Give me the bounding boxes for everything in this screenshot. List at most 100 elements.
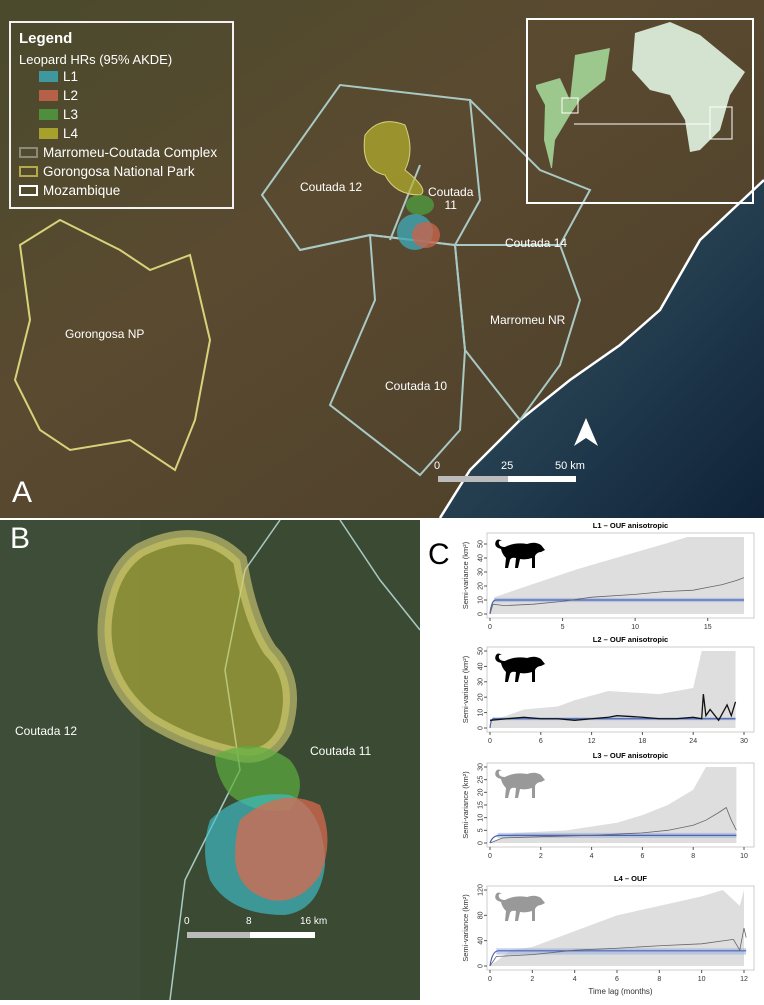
ocean <box>440 180 764 518</box>
confidence-area <box>490 890 744 966</box>
x-tick-label: 12 <box>740 976 748 983</box>
y-tick-label: 40 <box>478 937 485 945</box>
scale-tick: 50 km <box>555 460 585 472</box>
detail-map: Coutada 12 Coutada 11 0 8 16 km B <box>0 519 421 1001</box>
scale-tick: 25 <box>501 460 514 472</box>
leopard-silhouette-icon <box>495 769 545 798</box>
legend-subtitle: Leopard HRs (95% AKDE) <box>19 52 173 67</box>
swatch <box>19 147 38 158</box>
coutada-boundary <box>339 519 421 631</box>
legend-label: L3 <box>63 107 79 122</box>
panel-letter-a: A <box>12 476 33 509</box>
model-band <box>496 948 747 955</box>
y-tick-label: 120 <box>478 884 485 896</box>
legend-label: Mozambique <box>43 183 121 198</box>
legend-item-mozambique: Mozambique <box>19 181 224 200</box>
legend-label: L4 <box>63 126 79 141</box>
label-coutada-12: Coutada 12 <box>15 724 78 738</box>
variogram-panel: C L1 – OUF anisotropic 0 5 10 15 0 10 20 30 40 50 S… <box>424 520 764 1000</box>
y-tick-label: 25 <box>478 776 485 784</box>
x-tick-label: 6 <box>539 738 543 745</box>
legend-item-l4: L4 <box>19 124 224 143</box>
chart-title: L4 – OUF <box>614 874 647 883</box>
confidence-area <box>490 651 736 728</box>
x-tick-label: 18 <box>639 738 647 745</box>
legend-label: Marromeu-Coutada Complex <box>43 145 218 160</box>
legend-label: L2 <box>63 88 79 103</box>
legend-item-l3: L3 <box>19 105 224 124</box>
label-coutada-12: Coutada 12 <box>300 180 363 194</box>
x-tick-label: 0 <box>488 738 492 745</box>
scale-tick: 8 <box>246 916 252 927</box>
scale-tick: 0 <box>434 460 441 472</box>
inset-frame <box>526 18 754 204</box>
empirical-variogram <box>489 577 745 615</box>
y-tick-label: 50 <box>478 647 485 655</box>
legend-title: Legend <box>19 30 73 47</box>
y-tick-label: 30 <box>478 568 485 576</box>
x-tick-label: 8 <box>657 976 661 983</box>
scale-bar-white <box>508 476 576 482</box>
x-tick-label: 2 <box>539 853 543 860</box>
scale-tick: 16 km <box>300 916 328 927</box>
model-line <box>489 834 737 844</box>
leopard-silhouette-icon <box>495 892 545 921</box>
chart-title: L2 – OUF anisotropic <box>593 635 668 644</box>
swatch <box>19 185 38 196</box>
x-tick-label: 6 <box>640 853 644 860</box>
label-coutada-11: Coutada 11 <box>310 744 372 758</box>
overview-map-canvas <box>0 0 764 519</box>
variogram-chart-1: L1 – OUF anisotropic 0 5 10 15 0 10 20 30 40 50 Sem… <box>461 521 755 631</box>
y-axis-label: Semi-variance (km²) <box>461 894 470 962</box>
variogram-chart-3: L3 – OUF anisotropic 0 2 4 6 8 10 0 5 10 15 20 25 30 S… <box>461 751 755 860</box>
scale-tick: 0 <box>184 916 190 927</box>
y-axis-label: Semi-variance (km²) <box>461 541 470 609</box>
label-coutada-14: Coutada 14 <box>505 236 568 250</box>
inset-mozambique <box>536 48 610 168</box>
y-tick-label: 5 <box>478 828 485 832</box>
y-axis-label: Semi-variance (km²) <box>461 771 470 839</box>
y-tick-label: 20 <box>478 582 485 590</box>
y-tick-label: 0 <box>478 726 485 730</box>
variogram-chart-2: L2 – OUF anisotropic 0 6 12 18 24 30 0 10 20 30 40 5… <box>461 635 755 745</box>
y-tick-label: 40 <box>478 662 485 670</box>
x-tick-label: 6 <box>615 976 619 983</box>
swatch <box>39 109 58 120</box>
legend-item-gorongosa: Gorongosa National Park <box>19 162 224 181</box>
x-tick-label: 8 <box>691 853 695 860</box>
chart-title: L1 – OUF anisotropic <box>593 521 668 530</box>
swatch <box>39 90 58 101</box>
y-tick-label: 0 <box>478 841 485 845</box>
legend-item-l2: L2 <box>19 86 224 105</box>
north-arrow-icon <box>574 418 598 446</box>
y-tick-label: 80 <box>478 911 485 919</box>
detail-map-canvas <box>0 519 421 1001</box>
x-axis-label: Time lag (months) <box>588 987 653 996</box>
x-tick-label: 5 <box>561 624 565 631</box>
legend-label: L1 <box>63 69 79 84</box>
y-tick-label: 10 <box>478 596 485 604</box>
x-tick-label: 10 <box>698 976 706 983</box>
home-ranges-overview <box>363 121 440 250</box>
y-tick-label: 40 <box>478 554 485 562</box>
legend-item-l1: L1 <box>19 67 224 86</box>
leopard-silhouette-icon <box>495 653 545 682</box>
x-tick-label: 4 <box>573 976 577 983</box>
marromeu-coutada-boundaries <box>260 83 592 477</box>
y-tick-label: 50 <box>478 540 485 548</box>
x-tick-label: 4 <box>590 853 594 860</box>
swatch <box>39 71 58 82</box>
y-tick-label: 0 <box>478 964 485 968</box>
x-tick-label: 30 <box>740 738 748 745</box>
gorongosa-boundary <box>13 218 212 472</box>
home-ranges-detail <box>97 530 328 915</box>
x-tick-label: 10 <box>740 853 748 860</box>
x-tick-label: 0 <box>488 976 492 983</box>
y-tick-label: 10 <box>478 814 485 822</box>
x-tick-label: 0 <box>488 624 492 631</box>
y-tick-label: 20 <box>478 788 485 796</box>
x-tick-label: 15 <box>704 624 712 631</box>
x-tick-label: 10 <box>631 624 639 631</box>
